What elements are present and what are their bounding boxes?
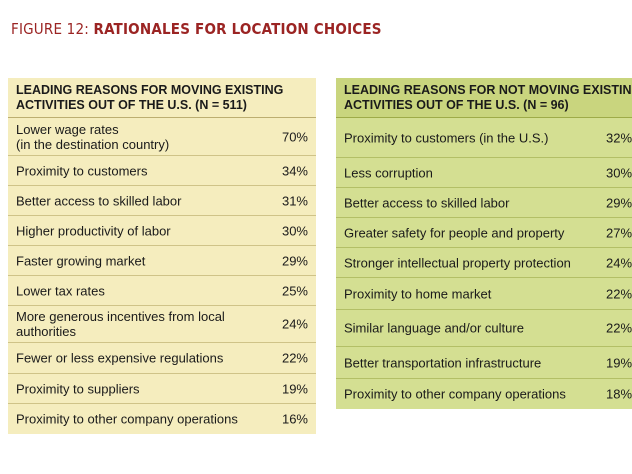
row-value: 29% (281, 253, 308, 268)
figure-title-text: RATIONALES FOR LOCATION CHOICES (93, 20, 382, 38)
table-row: Lower tax rates 25% (8, 276, 316, 306)
row-value: 31% (281, 193, 308, 208)
row-value: 25% (281, 283, 308, 298)
row-label: Proximity to other company operations (344, 386, 566, 402)
row-label: Stronger intellectual property protectio… (344, 255, 571, 270)
moving-header-line2: ACTIVITIES OUT OF THE U.S. (N = 511) (16, 98, 247, 112)
row-value: 19% (281, 381, 308, 396)
row-value: 70% (281, 129, 308, 144)
row-value: 29% (606, 195, 632, 210)
row-label: Better access to skilled labor (16, 193, 182, 208)
figure-title: FIGURE 12: RATIONALES FOR LOCATION CHOIC… (11, 20, 382, 38)
table-row: Proximity to other company operations 18… (336, 379, 632, 409)
table-row: Better transportation infrastructure 19% (336, 347, 632, 379)
row-value: 22% (281, 350, 308, 366)
row-value: 18% (606, 386, 632, 402)
table-row: Less corruption 30% (336, 158, 632, 188)
table-row: Proximity to home market 22% (336, 278, 632, 310)
row-label: Less corruption (344, 165, 433, 180)
row-value: 22% (606, 320, 632, 336)
row-label: Greater safety for people and property (344, 225, 565, 240)
row-label: Proximity to customers (16, 163, 148, 178)
not-moving-reasons-header: LEADING REASONS FOR NOT MOVING EXISTING … (336, 78, 632, 118)
table-row: Greater safety for people and property 2… (336, 218, 632, 248)
row-label: Lower wage rates (in the destination cou… (16, 121, 170, 152)
table-row: Lower wage rates (in the destination cou… (8, 118, 316, 156)
row-value: 24% (606, 255, 632, 270)
row-label: Better transportation infrastructure (344, 355, 542, 370)
table-row: Faster growing market 29% (8, 246, 316, 276)
row-label: Lower tax rates (16, 283, 105, 298)
row-label: Faster growing market (16, 253, 146, 268)
table-row: Proximity to suppliers 19% (8, 374, 316, 404)
table-row: Higher productivity of labor 30% (8, 216, 316, 246)
table-row: Stronger intellectual property protectio… (336, 248, 632, 278)
table-row: Similar language and/or culture 22% (336, 310, 632, 347)
moving-reasons-table: LEADING REASONS FOR MOVING EXISTING ACTI… (8, 78, 316, 434)
row-value: 30% (606, 165, 632, 180)
figure-number: FIGURE 12: (11, 20, 89, 38)
table-row: Proximity to customers 34% (8, 156, 316, 186)
row-label: Similar language and/or culture (344, 320, 524, 336)
row-label: Better access to skilled labor (344, 195, 510, 210)
row-label: Proximity to customers (in the U.S.) (344, 130, 549, 145)
moving-reasons-header: LEADING REASONS FOR MOVING EXISTING ACTI… (8, 78, 316, 118)
row-value: 27% (606, 225, 632, 240)
row-value: 19% (606, 355, 632, 370)
row-label: Proximity to other company operations (16, 411, 238, 427)
table-row: Proximity to customers (in the U.S.) 32% (336, 118, 632, 158)
moving-header-line1: LEADING REASONS FOR MOVING EXISTING (16, 83, 284, 97)
not-moving-header-line2: ACTIVITIES OUT OF THE U.S. (N = 96) (344, 98, 569, 112)
row-label: Fewer or less expensive regulations (16, 350, 224, 366)
not-moving-header-line1: LEADING REASONS FOR NOT MOVING EXISTING (344, 83, 632, 97)
not-moving-reasons-table: LEADING REASONS FOR NOT MOVING EXISTING … (336, 78, 632, 409)
table-row: Proximity to other company operations 16… (8, 404, 316, 434)
row-value: 30% (281, 223, 308, 238)
table-row: Fewer or less expensive regulations 22% (8, 343, 316, 374)
table-row: Better access to skilled labor 29% (336, 188, 632, 218)
row-value: 16% (281, 411, 308, 427)
row-label: Higher productivity of labor (16, 223, 171, 238)
table-row: More generous incentives from local auth… (8, 306, 316, 343)
row-label: Proximity to home market (344, 286, 492, 301)
table-row: Better access to skilled labor 31% (8, 186, 316, 216)
row-label: Proximity to suppliers (16, 381, 140, 396)
row-value: 34% (281, 163, 308, 178)
row-value: 22% (606, 286, 632, 301)
row-value: 24% (281, 316, 308, 332)
row-value: 32% (606, 130, 632, 145)
row-label: More generous incentives from local auth… (16, 309, 225, 339)
